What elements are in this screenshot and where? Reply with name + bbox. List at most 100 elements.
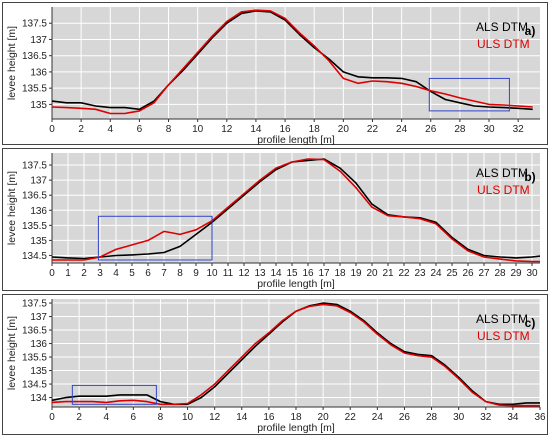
x-tick-label: 2 xyxy=(78,124,84,135)
x-tick-label: 20 xyxy=(338,124,350,135)
x-tick-label: 25 xyxy=(446,268,458,279)
x-tick-label: 8 xyxy=(166,124,172,135)
x-tick-label: 32 xyxy=(480,412,492,423)
x-tick-label: 9 xyxy=(193,268,199,279)
y-tick-label: 134 xyxy=(30,393,47,404)
x-tick-label: 2 xyxy=(76,412,82,423)
x-tick-label: 24 xyxy=(372,412,384,423)
y-tick-label: 135 xyxy=(30,236,47,247)
x-tick-label: 18 xyxy=(334,268,346,279)
x-tick-label: 10 xyxy=(206,268,218,279)
x-tick-label: 28 xyxy=(494,268,506,279)
x-tick-label: 21 xyxy=(382,268,394,279)
x-tick-label: 20 xyxy=(366,268,378,279)
x-tick-label: 17 xyxy=(318,268,330,279)
y-axis-label: levee height [m] xyxy=(6,26,18,100)
y-tick-label: 137 xyxy=(30,35,47,46)
y-tick-label: 137.5 xyxy=(22,299,47,310)
y-axis-label: levee height [m] xyxy=(6,316,18,390)
y-tick-label: 137 xyxy=(30,176,47,187)
x-tick-label: 8 xyxy=(158,412,164,423)
y-tick-label: 136 xyxy=(30,339,47,350)
x-tick-label: 12 xyxy=(221,124,233,135)
y-tick-label: 136.5 xyxy=(22,191,47,202)
x-tick-label: 4 xyxy=(113,268,119,279)
x-tick-label: 18 xyxy=(309,124,321,135)
x-tick-label: 16 xyxy=(302,268,314,279)
x-tick-label: 30 xyxy=(483,124,495,135)
x-tick-label: 11 xyxy=(223,268,234,279)
y-tick-label: 136 xyxy=(30,67,47,78)
series-line-uls xyxy=(52,9,533,115)
x-tick-label: 20 xyxy=(318,412,330,423)
x-tick-label: 6 xyxy=(131,412,137,423)
y-tick-label: 136.5 xyxy=(22,326,47,337)
x-tick-label: 22 xyxy=(398,268,410,279)
x-tick-label: 22 xyxy=(345,412,357,423)
x-tick-label: 14 xyxy=(250,124,262,135)
y-tick-label: 137.5 xyxy=(22,161,47,172)
x-tick-label: 14 xyxy=(236,412,248,423)
x-tick-label: 26 xyxy=(425,124,437,135)
y-tick-label: 136.5 xyxy=(22,51,47,62)
x-tick-label: 7 xyxy=(161,268,167,279)
x-tick-label: 30 xyxy=(453,412,465,423)
x-tick-label: 24 xyxy=(396,124,408,135)
highlight-box xyxy=(428,77,510,112)
x-tick-label: 26 xyxy=(399,412,411,423)
x-tick-label: 34 xyxy=(507,412,519,423)
legend-entry-als: ALS DTM xyxy=(476,20,528,34)
x-tick-label: 1 xyxy=(65,268,71,279)
panel-label: c) xyxy=(525,316,536,330)
x-tick-label: 32 xyxy=(513,124,525,135)
series-line-uls xyxy=(52,303,540,407)
x-tick-label: 6 xyxy=(145,268,151,279)
legend-entry-uls: ULS DTM xyxy=(477,37,530,51)
x-tick-label: 12 xyxy=(238,268,250,279)
x-tick-label: 15 xyxy=(286,268,298,279)
x-tick-label: 29 xyxy=(510,268,522,279)
panel-label: a) xyxy=(525,24,536,38)
x-tick-label: 27 xyxy=(478,268,490,279)
x-tick-label: 18 xyxy=(290,412,302,423)
x-axis-label: profile length [m] xyxy=(257,278,335,290)
x-tick-label: 36 xyxy=(534,412,546,423)
y-tick-label: 135 xyxy=(30,100,47,111)
x-tick-label: 6 xyxy=(137,124,143,135)
x-tick-label: 0 xyxy=(49,268,55,279)
y-axis-label: levee height [m] xyxy=(6,171,18,245)
x-tick-label: 19 xyxy=(350,268,362,279)
x-axis-label: profile length [m] xyxy=(257,422,335,434)
y-tick-label: 136 xyxy=(30,206,47,217)
x-tick-label: 0 xyxy=(49,412,55,423)
x-tick-label: 28 xyxy=(454,124,466,135)
x-tick-label: 0 xyxy=(49,124,55,135)
x-tick-label: 13 xyxy=(254,268,266,279)
series-line-uls xyxy=(52,158,540,263)
plot-area xyxy=(52,7,540,119)
legend-entry-uls: ULS DTM xyxy=(477,329,530,343)
y-tick-label: 137.5 xyxy=(22,19,47,30)
x-tick-label: 16 xyxy=(263,412,275,423)
x-tick-label: 4 xyxy=(107,124,113,135)
x-tick-label: 4 xyxy=(103,412,109,423)
x-tick-label: 23 xyxy=(414,268,426,279)
series-line-als xyxy=(52,10,533,111)
x-tick-label: 14 xyxy=(270,268,282,279)
x-tick-label: 3 xyxy=(97,268,103,279)
legend-entry-als: ALS DTM xyxy=(476,166,528,180)
x-tick-label: 10 xyxy=(192,124,204,135)
x-tick-label: 2 xyxy=(81,268,87,279)
highlight-box xyxy=(71,384,157,405)
legend-entry-uls: ULS DTM xyxy=(477,183,530,197)
y-tick-label: 135.5 xyxy=(22,353,47,364)
x-tick-label: 8 xyxy=(177,268,183,279)
x-tick-label: 28 xyxy=(426,412,438,423)
x-tick-label: 24 xyxy=(430,268,442,279)
panel-label: b) xyxy=(524,170,535,184)
highlight-box xyxy=(97,215,213,261)
